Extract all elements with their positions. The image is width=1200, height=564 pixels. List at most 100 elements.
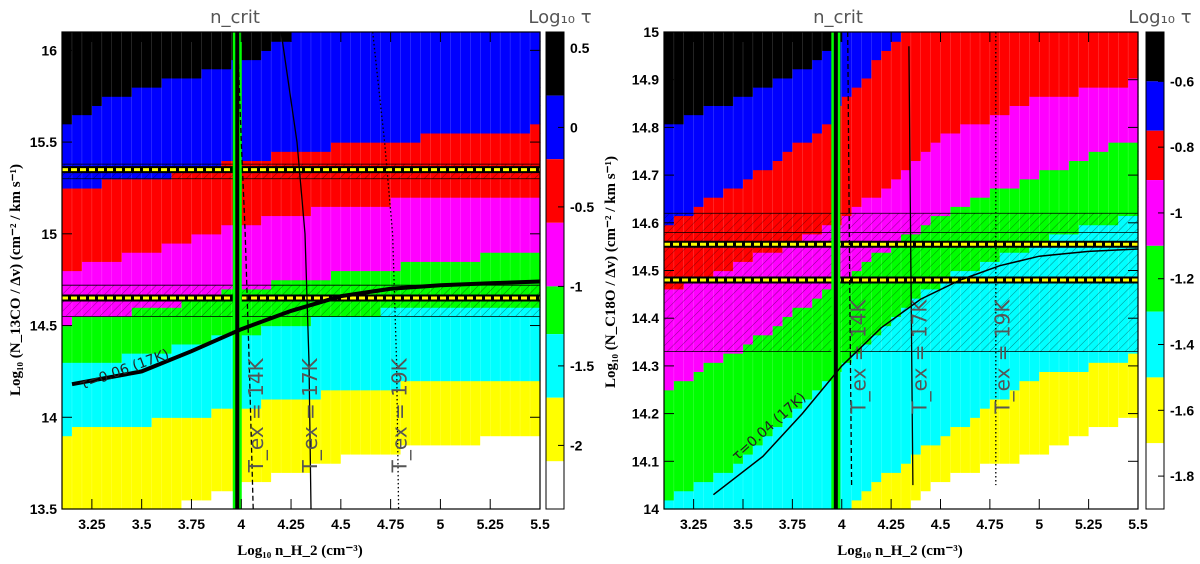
heatmap-cell	[733, 380, 744, 391]
heatmap-cell	[480, 224, 491, 235]
heatmap-cell	[261, 325, 272, 336]
heatmap-cell	[881, 50, 892, 61]
heatmap-cell	[1078, 105, 1090, 116]
heatmap-cell	[340, 114, 352, 125]
heatmap-cell	[1088, 353, 1100, 363]
heatmap-cell	[191, 96, 203, 106]
heatmap-cell	[171, 261, 183, 272]
heatmap-cell	[812, 132, 823, 143]
heatmap-cell	[762, 206, 774, 217]
heatmap-cell	[782, 114, 793, 125]
heatmap-cell	[861, 371, 872, 382]
heatmap-cell	[782, 380, 793, 391]
heatmap-cell	[390, 316, 402, 327]
heatmap-cell	[703, 169, 714, 180]
heatmap-cell	[201, 472, 212, 483]
heatmap-cell	[91, 380, 103, 391]
heatmap-cell	[960, 151, 971, 162]
heatmap-cell	[390, 353, 402, 363]
heatmap-cell	[261, 96, 272, 106]
heatmap-cell	[211, 261, 222, 272]
heatmap-cell	[664, 32, 675, 42]
heatmap-cell	[271, 132, 282, 143]
heatmap-cell	[822, 472, 833, 483]
heatmap-cell	[1078, 114, 1090, 125]
heatmap-cell	[1009, 41, 1021, 51]
heatmap-cell	[1009, 132, 1021, 143]
heatmap-cell	[131, 197, 143, 207]
heatmap-cell	[1029, 417, 1040, 428]
heatmap-cell	[320, 426, 332, 437]
heatmap-cell	[999, 481, 1011, 492]
heatmap-cell	[861, 206, 872, 217]
heatmap-cell	[400, 178, 412, 189]
heatmap-cell	[390, 233, 402, 244]
heatmap-cell	[713, 68, 724, 79]
heatmap-cell	[940, 426, 951, 437]
heatmap-cell	[530, 105, 541, 116]
heatmap-cell	[320, 481, 332, 492]
heatmap-cell	[440, 453, 451, 464]
heatmap-cell	[1039, 453, 1050, 464]
heatmap-cell	[703, 178, 714, 189]
heatmap-cell	[822, 197, 833, 207]
heatmap-cell	[1068, 96, 1080, 106]
colorbar-tick-label: -1	[570, 278, 583, 294]
heatmap-cell	[71, 362, 83, 372]
heatmap-cell	[350, 132, 362, 143]
heatmap-cell	[370, 325, 382, 336]
heatmap-cell	[440, 114, 451, 125]
heatmap-cell	[301, 408, 312, 418]
heatmap-cell	[251, 105, 262, 116]
heatmap-cell	[350, 242, 362, 253]
heatmap-cell	[693, 142, 705, 152]
heatmap-cell	[390, 59, 402, 70]
heatmap-cell	[723, 417, 734, 428]
heatmap-cell	[1029, 114, 1040, 125]
heatmap-cell	[930, 389, 942, 400]
heatmap-cell	[161, 132, 173, 143]
heatmap-cell	[822, 481, 833, 492]
heatmap-cell	[310, 187, 322, 198]
heatmap-cell	[261, 114, 272, 125]
heatmap-cell	[772, 371, 784, 382]
heatmap-cell	[121, 87, 133, 97]
heatmap-cell	[340, 472, 352, 483]
heatmap-cell	[792, 417, 803, 428]
heatmap-cell	[802, 398, 813, 409]
heatmap-cell	[960, 123, 971, 134]
heatmap-cell	[360, 371, 372, 382]
heatmap-cell	[440, 417, 451, 428]
heatmap-cell	[380, 472, 392, 483]
heatmap-cell	[733, 353, 744, 363]
heatmap-cell	[999, 169, 1011, 180]
heatmap-cell	[221, 463, 232, 473]
heatmap-cell	[480, 380, 491, 391]
heatmap-cell	[1019, 59, 1030, 70]
heatmap-cell	[802, 362, 813, 372]
heatmap-cell	[822, 32, 833, 42]
heatmap-cell	[1088, 389, 1100, 400]
heatmap-cell	[664, 87, 675, 97]
heatmap-cell	[480, 362, 491, 372]
heatmap-cell	[151, 151, 163, 162]
heatmap-cell	[221, 261, 232, 272]
heatmap-cell	[1068, 87, 1080, 97]
heatmap-cell	[851, 132, 863, 143]
heatmap-cell	[871, 426, 882, 437]
heatmap-cell	[792, 380, 803, 391]
heatmap-cell	[181, 215, 193, 226]
heatmap-cell	[960, 206, 971, 217]
heatmap-cell	[970, 178, 981, 189]
heatmap-cell	[470, 32, 481, 42]
heatmap-cell	[901, 362, 912, 372]
heatmap-cell	[310, 178, 322, 189]
heatmap-cell	[762, 160, 774, 171]
heatmap-cell	[460, 325, 471, 336]
heatmap-cell	[1088, 169, 1100, 180]
heatmap-cell	[664, 398, 675, 409]
heatmap-cell	[752, 151, 764, 162]
heatmap-cell	[221, 389, 232, 400]
heatmap-cell	[62, 187, 73, 198]
